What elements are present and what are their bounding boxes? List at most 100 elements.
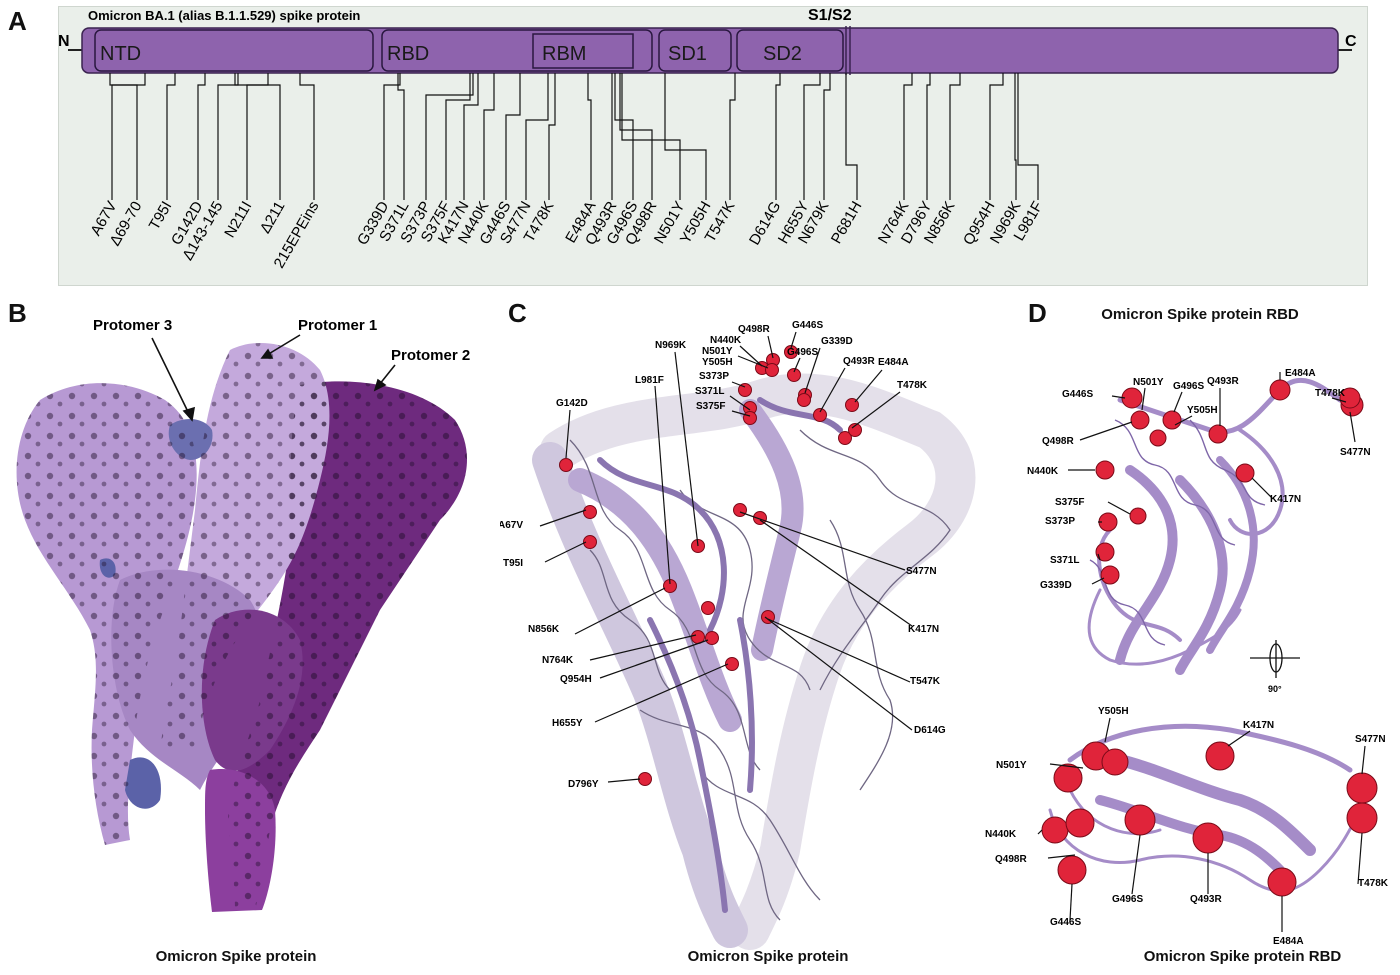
d-bot-n501y: N501Y (996, 760, 1027, 771)
d-top-g496s: G496S (1173, 381, 1204, 392)
mutation-leader-line (525, 73, 549, 200)
sd2-domain (736, 29, 844, 72)
c-label-n440k: N440K (710, 335, 742, 346)
mutation-pointer (599, 639, 709, 679)
c-label-n764k: N764K (542, 655, 574, 666)
c-label-t478k: T478K (897, 380, 928, 391)
mutation-pointer (1227, 730, 1251, 747)
panel-d-title: Omicron Spike protein RBD (1101, 306, 1299, 323)
d-top-n501y: N501Y (1133, 377, 1164, 388)
mutation-leader-line (823, 73, 831, 200)
mutation-leader-line (463, 73, 479, 200)
rbd-domain (381, 29, 653, 72)
mutation-pointer (565, 409, 571, 459)
panel-d-letter: D (1028, 298, 1047, 328)
protomer-3-label: Protomer 3 (93, 317, 172, 334)
mutation-leader-line (246, 73, 269, 200)
mutation-sphere (1235, 463, 1255, 483)
mutation-leader-line (111, 73, 146, 200)
mutation-leader-line (445, 73, 471, 200)
mutation-pointer (1349, 411, 1356, 443)
mutation-pointer (854, 369, 883, 403)
mutation-sphere (583, 505, 597, 519)
mutation-pointer (1107, 501, 1131, 515)
s1s2-label: S1/S2 (808, 7, 852, 24)
d-top-s373p: S373P (1045, 516, 1075, 527)
d-top-s371l: S371L (1050, 555, 1079, 566)
rbm-domain (532, 33, 634, 69)
d-bot-s477n: S477N (1355, 734, 1386, 745)
d-bot-t478k: T478K (1358, 878, 1389, 889)
mutation-sphere (705, 631, 719, 645)
mutation-leader-line (949, 73, 961, 200)
c-label-h655y: H655Y (552, 718, 583, 729)
mutation-sphere (1346, 802, 1378, 834)
mutation-sphere (1041, 816, 1069, 844)
mutation-pointer (793, 357, 801, 373)
mutation-label: Δ211 (257, 199, 289, 237)
mutation-leader-line (989, 73, 1004, 200)
d-bot-q493r: Q493R (1190, 894, 1222, 905)
c-label-n969k: N969K (655, 340, 687, 351)
mutation-sphere (838, 431, 852, 445)
mutation-pointer (731, 381, 746, 388)
mutation-leader-line (397, 73, 405, 200)
mutation-pointer (1331, 397, 1347, 403)
c-label-d614g: D614G (914, 725, 946, 736)
mutation-pointer (674, 351, 699, 547)
mutation-sphere (1101, 748, 1129, 776)
mutation-sphere (733, 503, 747, 517)
mutation-leader-line (775, 73, 781, 200)
mutation-leader-line (234, 73, 281, 200)
mutation-leader-line (619, 73, 653, 200)
mutation-sphere (559, 458, 573, 472)
mutation-sphere (813, 408, 827, 422)
sd1-label: SD1 (668, 43, 707, 65)
mutation-label: P681H (828, 199, 866, 247)
mutation-leader-line (299, 73, 315, 200)
mutation-pointer (574, 587, 666, 635)
sd2-label: SD2 (763, 43, 802, 65)
mutation-leader-line (109, 73, 138, 200)
c-label-t95i: T95I (503, 558, 523, 569)
mutation-sphere (1208, 424, 1228, 444)
mutation-pointer (819, 367, 846, 413)
c-label-n501y: N501Y (702, 346, 733, 357)
d-bot-g496s: G496S (1112, 894, 1143, 905)
rbd-ribbon-models: 90° E484A T478K G446S N501Y G496S Q493R … (985, 368, 1389, 947)
mutation-pointer (1069, 883, 1073, 921)
mutation-pointer (1141, 387, 1146, 411)
c-label-q954h: Q954H (560, 674, 592, 685)
mutation-pointer (539, 509, 587, 527)
d-bot-k417n: K417N (1243, 720, 1274, 731)
mutation-pointer (767, 335, 774, 359)
c-label-s371l: S371L (695, 386, 724, 397)
mutation-sphere (1149, 429, 1167, 447)
mutation-sphere (1339, 387, 1361, 409)
mutation-sphere (1095, 542, 1115, 562)
panel-b-caption: Omicron Spike protein (155, 948, 317, 965)
d-top-q493r: Q493R (1207, 376, 1239, 387)
panel-c-caption: Omicron Spike protein (687, 948, 849, 965)
mutation-pointer (1037, 829, 1043, 835)
c-label-l981f: L981F (635, 375, 664, 386)
c-label-t547k: T547K (910, 676, 941, 687)
mutation-sphere (1124, 804, 1156, 836)
mutation-sphere (753, 511, 767, 525)
mutation-pointer (1104, 717, 1111, 743)
mutation-leader-line (483, 73, 495, 200)
c-label-g142d: G142D (556, 398, 588, 409)
c-label-q493r: Q493R (843, 356, 875, 367)
mutation-pointer (1361, 745, 1366, 775)
c-label-n856k: N856K (528, 624, 560, 635)
mutation-pointer (767, 618, 911, 683)
d-top-k417n: K417N (1270, 494, 1301, 505)
mutation-pointer (731, 410, 751, 417)
c-label-d796y: D796Y (568, 779, 599, 790)
mutation-sphere (848, 423, 862, 437)
mutation-sphere (1095, 460, 1115, 480)
mutation-pointer (1174, 415, 1193, 426)
mutation-leader-line (166, 73, 176, 200)
ntd-domain (94, 29, 374, 72)
mutation-pointer (729, 395, 751, 411)
